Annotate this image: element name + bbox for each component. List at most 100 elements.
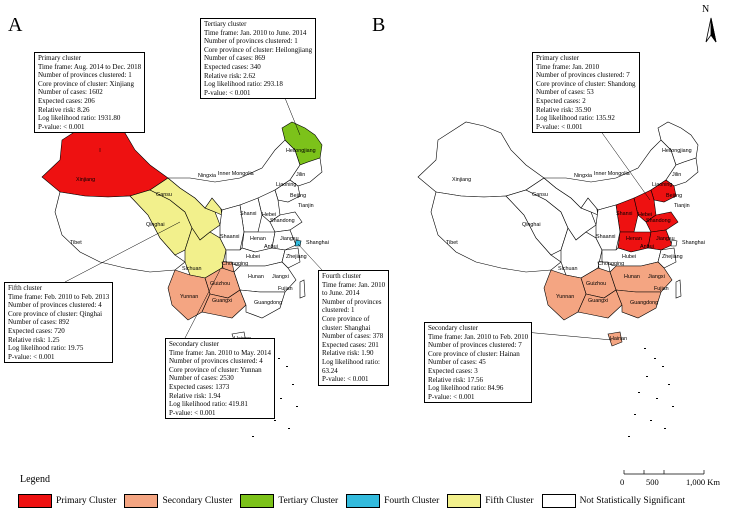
map-b	[417, 121, 699, 437]
cluster-box-line: Relative risk: 8.26	[38, 105, 90, 114]
cluster-box-line: Number of provinces clustered: 4	[169, 357, 263, 366]
cluster-box-line: Primary cluster	[38, 54, 81, 62]
cluster-box-line: Number of cases: 378	[322, 332, 384, 341]
province-labels-a: Xinjiang Tibet Qinghai Gansu Ningxia Inner Mo…	[70, 148, 329, 342]
region-b-hainan[interactable]	[607, 331, 623, 347]
region-b-guangxi[interactable]	[577, 289, 623, 319]
cluster-box-line: Expected cases: 206	[38, 96, 95, 105]
cluster-box-line: P-value: < 0.001	[204, 88, 251, 97]
region-b-tibet[interactable]	[430, 191, 562, 273]
legend-swatch-secondary	[124, 494, 159, 508]
legend-swatch-not-significant	[541, 494, 576, 508]
province-label: Inner Mongolia	[594, 171, 630, 177]
region-b-taiwan[interactable]	[675, 279, 682, 299]
region-a-taiwan[interactable]	[299, 279, 306, 299]
cluster-box-line: Log likelihood ratio: 1931.80	[38, 114, 121, 123]
province-label: Jiangxi	[648, 274, 665, 280]
cluster-box-line: Number of provinces	[322, 297, 382, 306]
scale-tick-1000: 1,000 Km	[686, 477, 720, 487]
cluster-box-line: Number of cases: 53	[536, 88, 594, 97]
province-label: Xinjiang	[452, 177, 471, 183]
province-label: Gansu	[156, 192, 172, 198]
legend-item-not-significant: Not Statistically Significant	[541, 494, 685, 508]
cluster-box-line: 63.24	[322, 366, 338, 375]
cluster-box-line: Number of cases: 2530	[169, 374, 234, 383]
province-label: Yunnan	[556, 294, 574, 300]
cluster-box-line: Time frame: Jan. 2010	[322, 280, 386, 289]
province-label: Jilin	[672, 172, 681, 178]
cluster-box-line: Secondary cluster	[428, 324, 478, 332]
province-label: Inner Mongolia	[218, 171, 254, 177]
cluster-box-line: Secondary cluster	[169, 340, 219, 348]
region-a-zhejiang[interactable]	[281, 247, 301, 269]
cluster-box-line: Expected cases: 2	[536, 96, 586, 105]
cluster-box-line: Log likelihood ratio: 19.75	[8, 344, 84, 353]
region-b-heilongjiang[interactable]	[657, 121, 699, 166]
province-label: Tianjin	[674, 203, 690, 209]
region-b-xinjiang[interactable]	[417, 121, 545, 198]
cluster-box-line: Core province of	[322, 314, 370, 323]
province-label: Jiangxi	[272, 274, 289, 280]
legend-label-tertiary: Tertiary Cluster	[278, 496, 339, 506]
province-label: Zhejiang	[662, 254, 683, 260]
province-label: Yunnan	[180, 294, 198, 300]
province-label: Hubei	[622, 254, 636, 260]
legend-label-primary: Primary Cluster	[56, 496, 117, 506]
province-label: Tibet	[70, 240, 82, 246]
province-label: Guangdong	[630, 300, 658, 306]
region-a-heilongjiang[interactable]	[281, 121, 323, 166]
region-b-shanghai[interactable]	[670, 239, 678, 247]
province-label: Shanghai	[306, 240, 329, 246]
scale-tick-0: 0	[620, 477, 625, 487]
region-a-guangxi[interactable]	[201, 289, 247, 319]
cluster-box-line: Core province of cluster: Hainan	[428, 349, 520, 358]
cluster-box-a-tertiary: Tertiary cluster Time frame: Jan. 2010 to…	[200, 18, 317, 100]
region-b-zhejiang[interactable]	[657, 247, 677, 269]
region-b-guangdong[interactable]	[615, 289, 662, 319]
province-label: Liaoning	[652, 182, 672, 188]
scale-tick-500: 500	[646, 477, 659, 487]
province-label: Anhui	[640, 244, 654, 250]
legend-swatch-fourth	[346, 494, 381, 508]
legend-swatch-tertiary	[240, 494, 275, 508]
province-label: Chongqing	[598, 261, 624, 267]
province-label: Shanghai	[682, 240, 705, 246]
region-b-islands	[628, 348, 674, 437]
cluster-box-line: P-value: < 0.001	[536, 122, 583, 131]
scale-bar	[623, 470, 705, 475]
province-label: Heilongjiang	[662, 148, 692, 154]
cluster-box-line: Number of cases: 45	[428, 358, 486, 367]
cluster-box-b-secondary: Secondary cluster Time frame: Jan. 2010 t…	[424, 322, 533, 404]
cluster-box-line: P-value: < 0.001	[169, 408, 216, 417]
cluster-box-line: Fourth cluster	[322, 272, 362, 280]
region-b-jiangsu[interactable]	[647, 229, 673, 251]
legend-title: Legend	[20, 474, 50, 485]
region-a-guangdong[interactable]	[239, 289, 286, 319]
cluster-box-line: Core province of cluster: Xinjiang	[38, 79, 135, 88]
province-label: Hebei	[262, 212, 276, 218]
cluster-box-line: to June. 2014	[322, 289, 360, 298]
province-label: Henan	[626, 236, 642, 242]
legend-item-fifth: Fifth Cluster	[447, 494, 534, 508]
cluster-box-line: Time frame: Jan. 2010 to June. 2014	[204, 28, 307, 37]
cluster-box-line: clustered: 1	[322, 306, 355, 315]
legend-swatch-primary	[18, 494, 52, 508]
cluster-box-line: Number of provinces clustered: 7	[428, 341, 522, 350]
region-a-jiangsu[interactable]	[271, 229, 297, 251]
cluster-box-line: Core province of cluster: Heilongjiang	[204, 45, 313, 54]
region-a-jilin[interactable]	[289, 157, 323, 187]
cluster-box-a-primary: Primary cluster Time frame: Aug. 2014 to …	[34, 52, 146, 134]
province-label: Qinghai	[522, 222, 541, 228]
province-label: Shanxi	[616, 211, 632, 217]
region-a-tibet[interactable]	[54, 191, 186, 273]
cluster-box-line: Expected cases: 720	[8, 326, 65, 335]
cluster-box-line: Log likelihood ratio: 135.92	[536, 114, 615, 123]
cluster-box-line: Time frame: Aug. 2014 to Dec. 2018	[38, 62, 142, 71]
province-label: Guangxi	[212, 298, 232, 304]
region-b-jilin[interactable]	[665, 157, 699, 187]
cluster-box-a-fifth: Fifth cluster Time frame: Feb. 2010 to Fe…	[4, 282, 114, 364]
cluster-box-line: Number of cases: 1602	[38, 88, 103, 97]
province-label: Sichuan	[558, 266, 577, 272]
cluster-box-line: Tertiary cluster	[204, 20, 247, 28]
province-label: Shaanxi	[220, 234, 239, 240]
